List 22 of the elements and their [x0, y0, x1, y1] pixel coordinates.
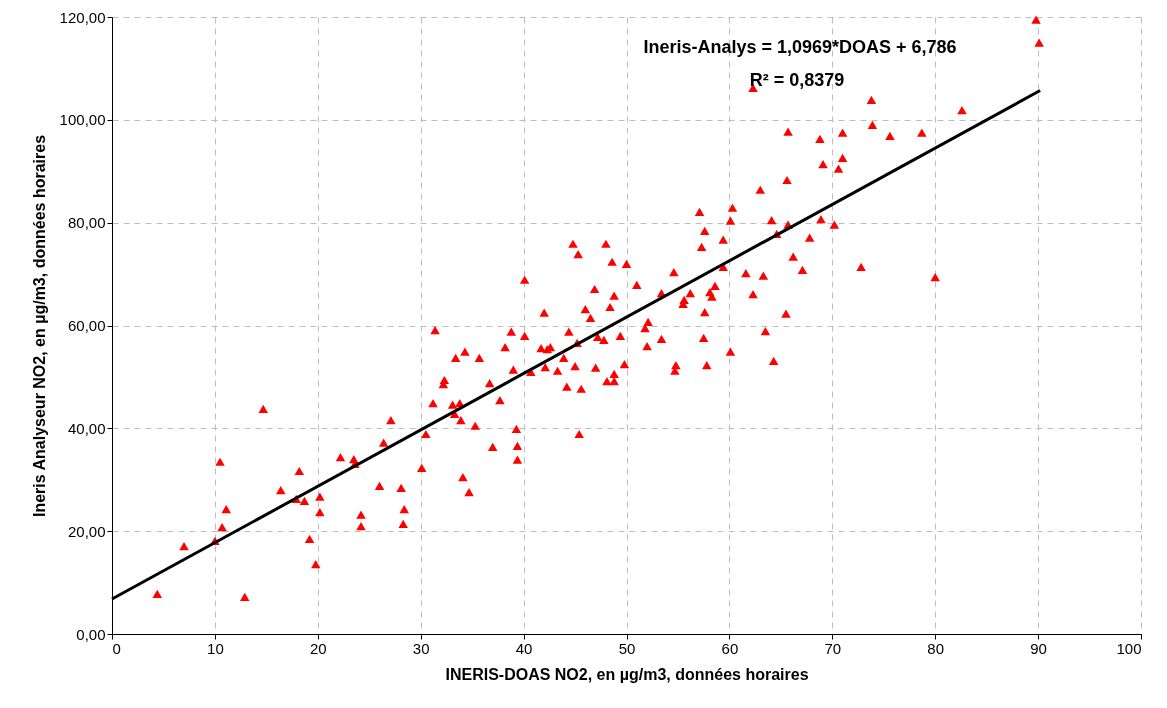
x-axis-title: INERIS-DOAS NO2, en µg/m3, données horaires: [445, 665, 809, 683]
x-tick-label: 70: [824, 639, 842, 657]
x-tick-label: 50: [618, 639, 636, 657]
y-tick-label: 100,00: [59, 111, 106, 129]
y-tick-label: 40,00: [67, 419, 106, 437]
x-tick-label: 90: [1030, 639, 1047, 657]
x-tick-label: 80: [927, 639, 945, 657]
x-tick-label: 10: [207, 639, 224, 657]
annotation: R² = 0,8379: [749, 70, 845, 90]
y-tick-label: 0,00: [76, 625, 106, 643]
x-tick-label: 40: [515, 639, 533, 657]
x-tick-label: 60: [721, 639, 739, 657]
x-tick-label: 20: [309, 639, 327, 657]
y-tick-label: 80,00: [67, 214, 106, 232]
y-axis-title: Ineris Analyseur NO2, en µg/m3, données horaires: [30, 134, 48, 518]
x-tick-label: 30: [412, 639, 430, 657]
y-tick-label: 60,00: [67, 317, 106, 334]
x-tick-label: 100: [1116, 639, 1142, 657]
y-tick-label: 120,00: [59, 8, 106, 26]
x-tick-label: 0: [112, 639, 121, 657]
y-tick-label: 20,00: [67, 522, 106, 540]
annotation: Ineris-Analys = 1,0969*DOAS + 6,786: [643, 37, 957, 57]
